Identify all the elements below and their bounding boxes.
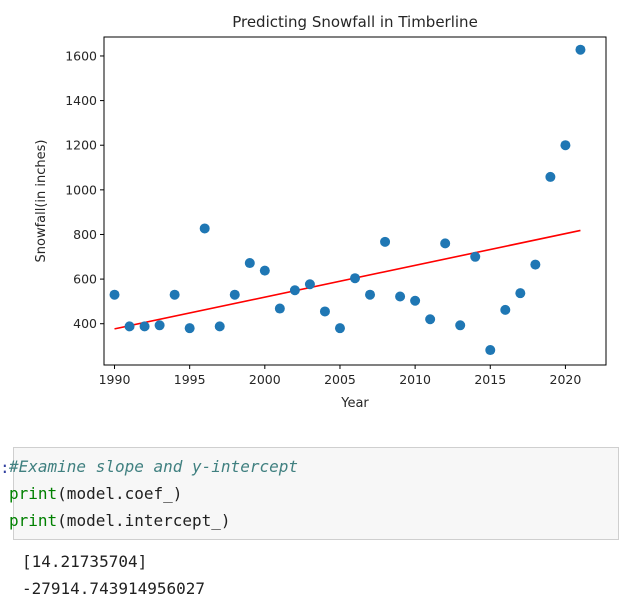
snowfall-chart: Predicting Snowfall in Timberline 1990 19… bbox=[34, 13, 607, 411]
plot-frame bbox=[103, 36, 607, 366]
scatter-point bbox=[380, 236, 391, 247]
scatter-point bbox=[109, 289, 120, 300]
scatter-point bbox=[545, 171, 556, 182]
regression-line bbox=[114, 229, 581, 330]
x-axis-label: Year bbox=[340, 396, 369, 411]
scatter-point bbox=[229, 289, 240, 300]
x-tick-label: 2015 bbox=[474, 372, 506, 387]
scatter-point bbox=[259, 265, 270, 276]
scatter-point bbox=[455, 320, 466, 331]
scatter-point bbox=[560, 140, 571, 151]
y-axis-label: Snowfall(in inches) bbox=[34, 140, 49, 263]
y-tick-label: 1600 bbox=[65, 48, 97, 63]
scatter-point bbox=[289, 285, 300, 296]
chart-svg: Predicting Snowfall in Timberline 1990 19… bbox=[34, 13, 607, 411]
chart-title: Predicting Snowfall in Timberline bbox=[232, 13, 478, 31]
scatter-point bbox=[124, 321, 135, 332]
scatter-point bbox=[214, 321, 225, 332]
scatter-point bbox=[169, 289, 180, 300]
y-tick-label: 1400 bbox=[65, 93, 97, 108]
scatter-point bbox=[425, 314, 436, 325]
scatter-point bbox=[154, 320, 165, 331]
intercept-args: (model.intercept_) bbox=[57, 511, 231, 530]
scatter-point bbox=[395, 291, 406, 302]
scatter-point bbox=[410, 295, 421, 306]
scatter-point bbox=[515, 288, 526, 299]
scatter-point bbox=[470, 251, 481, 262]
y-tick-label: 1000 bbox=[65, 182, 97, 197]
x-tick-label: 1995 bbox=[174, 372, 206, 387]
y-tick-label: 400 bbox=[73, 316, 97, 331]
scatter-point bbox=[319, 306, 330, 317]
x-tick-label: 1990 bbox=[99, 372, 131, 387]
scatter-point bbox=[350, 273, 360, 284]
code-line-comment: #Examine slope and y-intercept bbox=[9, 457, 298, 476]
x-tick-label: 2000 bbox=[249, 372, 281, 387]
output-coef: [14.21735704] bbox=[22, 552, 148, 571]
code-line-intercept: print(model.intercept_) bbox=[9, 511, 231, 530]
y-tick-label: 800 bbox=[73, 227, 97, 242]
scatter-point bbox=[244, 258, 255, 269]
scatter-point bbox=[575, 44, 586, 55]
code-cell[interactable] bbox=[13, 447, 619, 540]
print-keyword: print bbox=[9, 484, 58, 503]
print-keyword: print bbox=[9, 511, 58, 530]
scatter-point bbox=[440, 238, 451, 249]
scatter-point bbox=[500, 304, 511, 315]
y-tick-label: 1200 bbox=[65, 138, 97, 153]
scatter-point bbox=[304, 279, 315, 290]
code-comment: #Examine slope and y-intercept bbox=[9, 457, 298, 476]
code-line-coef: print(model.coef_) bbox=[9, 484, 182, 503]
scatter-point bbox=[365, 289, 376, 300]
coef-args: (model.coef_) bbox=[57, 484, 183, 503]
scatter-point bbox=[530, 259, 541, 270]
cell-prompt: : bbox=[0, 458, 10, 477]
scatter-point bbox=[184, 323, 195, 334]
scatter-point bbox=[274, 303, 285, 314]
scatter-point bbox=[485, 345, 496, 356]
x-tick-label: 2020 bbox=[550, 372, 582, 387]
output-intercept: -27914.743914956027 bbox=[22, 579, 206, 598]
x-tick-label: 2010 bbox=[399, 372, 431, 387]
x-tick-label: 2005 bbox=[324, 372, 356, 387]
scatter-point bbox=[334, 323, 345, 334]
y-tick-label: 600 bbox=[73, 272, 97, 287]
scatter-point bbox=[199, 223, 210, 234]
scatter-point bbox=[139, 321, 150, 332]
